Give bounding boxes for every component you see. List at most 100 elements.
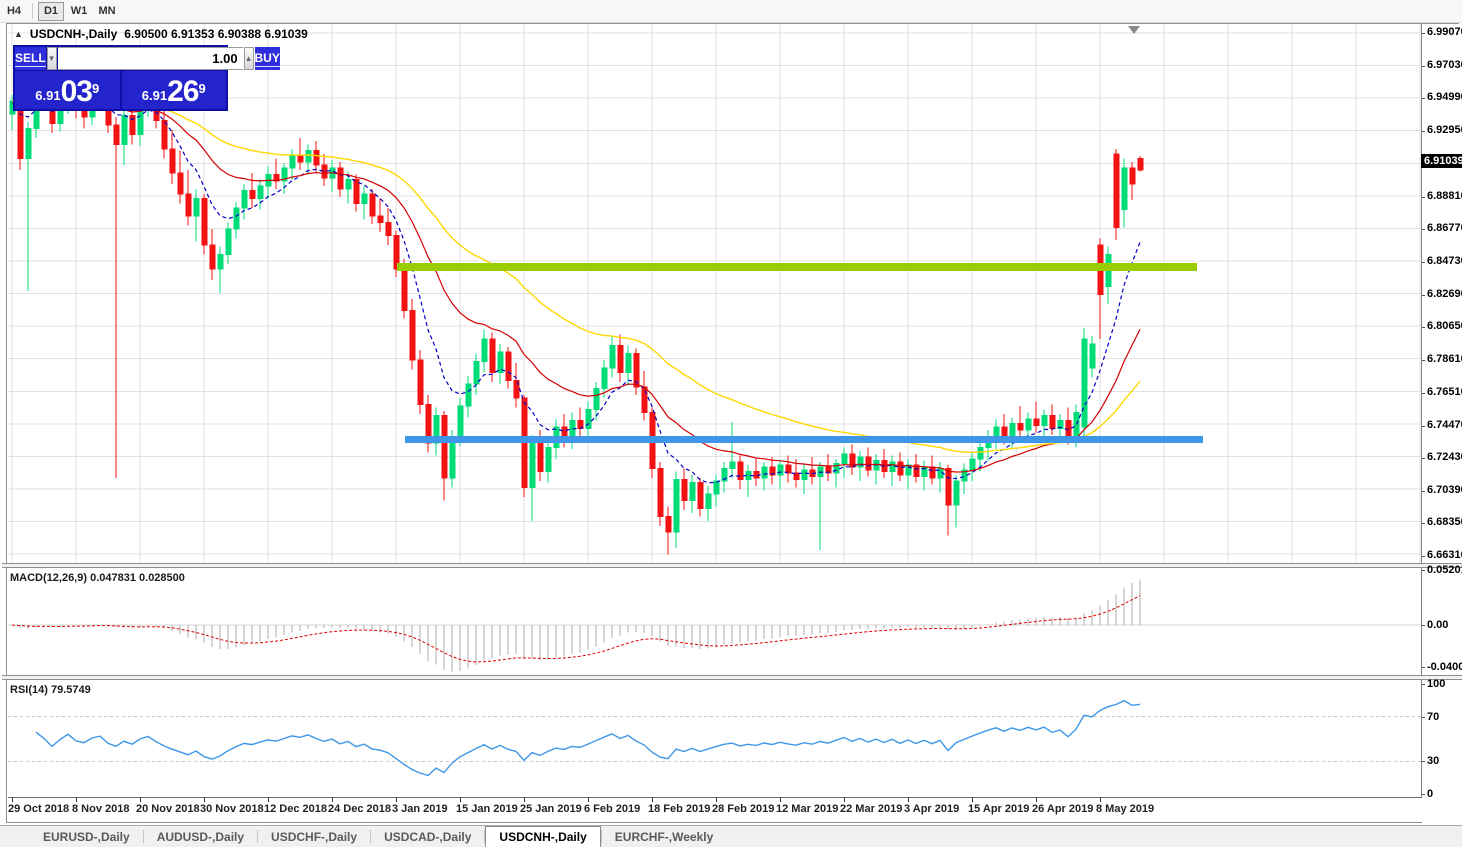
macd-scale-label: -0.040015 — [1427, 661, 1462, 674]
sell-price-base: 6.91 — [35, 88, 61, 103]
volume-input[interactable] — [57, 47, 243, 70]
price-scale-tick — [1422, 33, 1425, 34]
time-axis-label: 25 Jan 2019 — [520, 803, 582, 815]
panel-divider[interactable] — [2, 563, 1462, 568]
candle-body — [1121, 167, 1128, 211]
candle-body — [953, 480, 960, 506]
ma-mid-line — [11, 100, 1141, 473]
buy-button[interactable]: BUY — [254, 47, 280, 70]
timeframe-button-h4[interactable]: H4 — [6, 5, 22, 17]
candle-body — [161, 119, 168, 150]
candle-body — [177, 172, 184, 195]
price-scale-tick — [1422, 490, 1425, 492]
candle-body — [593, 388, 600, 410]
candle-body — [929, 466, 936, 479]
sell-price-point: 9 — [91, 81, 100, 96]
candle-body — [385, 222, 392, 236]
candle-body — [737, 461, 744, 481]
toolbar-separator — [32, 3, 33, 19]
candle-body — [201, 198, 208, 246]
price-scale-label: 6.92950 — [1427, 123, 1462, 136]
rsi-scale-label: 100 — [1427, 678, 1446, 690]
resistance-line[interactable] — [397, 263, 1197, 272]
candle-body — [273, 174, 280, 182]
main-price-chart[interactable] — [8, 24, 1422, 565]
candle-body — [705, 493, 712, 509]
rsi-label: RSI(14) 79.5749 — [10, 684, 91, 696]
price-scale-label: 6.78610 — [1427, 352, 1462, 365]
candle-body — [945, 467, 952, 506]
rsi-indicator-panel[interactable] — [8, 680, 1422, 797]
candle-body — [633, 352, 640, 388]
candle-body — [1009, 423, 1016, 437]
price-scale-label: 6.94990 — [1427, 91, 1462, 104]
chart-tab-usdchf-daily[interactable]: USDCHF-,Daily — [271, 829, 358, 844]
price-scale-label: 6.88810 — [1427, 189, 1462, 202]
time-axis-tick — [588, 797, 589, 802]
candle-body — [497, 351, 504, 374]
time-axis-label: 3 Apr 2019 — [904, 803, 960, 815]
candle-body — [689, 482, 696, 501]
candle-body — [729, 461, 736, 469]
candle-body — [825, 466, 832, 474]
chart-tab-eurusd-daily[interactable]: EURUSD-,Daily — [43, 829, 130, 844]
timeframe-button-d1[interactable]: D1 — [38, 1, 64, 21]
candle-body — [297, 154, 304, 163]
price-scale-label: 6.80650 — [1427, 320, 1462, 333]
candle-body — [465, 383, 472, 407]
chart-tab-usdcad-daily[interactable]: USDCAD-,Daily — [384, 829, 472, 844]
price-scale-tick — [1422, 229, 1425, 231]
time-axis-tick — [204, 797, 205, 802]
sell-button-label: SELL — [15, 50, 46, 67]
candle-body — [473, 360, 480, 385]
price-scale-label: 6.97030 — [1427, 58, 1462, 71]
panel-divider[interactable] — [2, 675, 1462, 680]
candle-body — [185, 193, 192, 217]
trade-panel-collapse-icon[interactable]: ▲ — [14, 29, 23, 39]
time-axis-label: 28 Feb 2019 — [712, 803, 775, 815]
chart-tab-audusd-daily[interactable]: AUDUSD-,Daily — [156, 829, 245, 844]
candle-body — [1089, 343, 1096, 369]
price-scale-tick — [1422, 556, 1425, 557]
sell-price-display[interactable]: 6.91 03 9 — [15, 71, 120, 109]
time-axis-tick — [332, 797, 333, 802]
time-axis-label: 18 Feb 2019 — [648, 803, 711, 815]
chart-ohlc-values: 6.90500 6.91353 6.90388 6.91039 — [124, 27, 308, 41]
volume-increase-button[interactable]: ▲ — [243, 47, 254, 70]
candle-body — [289, 154, 296, 169]
candle-body — [1129, 167, 1136, 185]
volume-decrease-button[interactable]: ▼ — [46, 47, 57, 70]
candle-body — [1025, 418, 1032, 431]
macd-indicator-panel[interactable] — [8, 568, 1422, 675]
macd-label: MACD(12,26,9) 0.047831 0.028500 — [10, 572, 185, 584]
chart-tab-eurchf-weekly[interactable]: EURCHF-,Weekly — [614, 829, 714, 844]
support-line[interactable] — [405, 436, 1203, 444]
candle-body — [409, 309, 416, 361]
time-axis[interactable] — [8, 797, 1422, 822]
buy-price-point: 9 — [198, 81, 206, 96]
candle-body — [281, 167, 288, 182]
chart-symbol-label: USDCNH-,Daily — [29, 27, 118, 41]
candle-body — [889, 461, 896, 473]
candle-body — [369, 193, 376, 217]
candle-body — [249, 190, 256, 200]
candle-body — [617, 344, 624, 374]
macd-scale-tick — [1422, 667, 1425, 669]
timeframe-button-mn[interactable]: MN — [98, 5, 116, 17]
candle-body — [353, 178, 360, 204]
chart-tab-usdcnh-daily[interactable]: USDCNH-,Daily — [485, 826, 601, 847]
candle-body — [913, 464, 920, 477]
candle-body — [513, 380, 520, 399]
candle-body — [801, 469, 808, 481]
buy-button-label: BUY — [254, 50, 280, 67]
timeframe-button-w1[interactable]: W1 — [70, 5, 88, 17]
price-scale-label: 6.68350 — [1427, 516, 1462, 529]
candle-body — [257, 185, 264, 200]
candle-body — [769, 466, 776, 476]
candle-body — [457, 405, 464, 437]
buy-price-display[interactable]: 6.91 26 9 — [121, 71, 226, 109]
time-axis-label: 12 Mar 2019 — [776, 803, 839, 815]
time-axis-tick — [780, 797, 781, 802]
sell-button[interactable]: SELL — [15, 47, 46, 70]
candle-body — [641, 386, 648, 413]
